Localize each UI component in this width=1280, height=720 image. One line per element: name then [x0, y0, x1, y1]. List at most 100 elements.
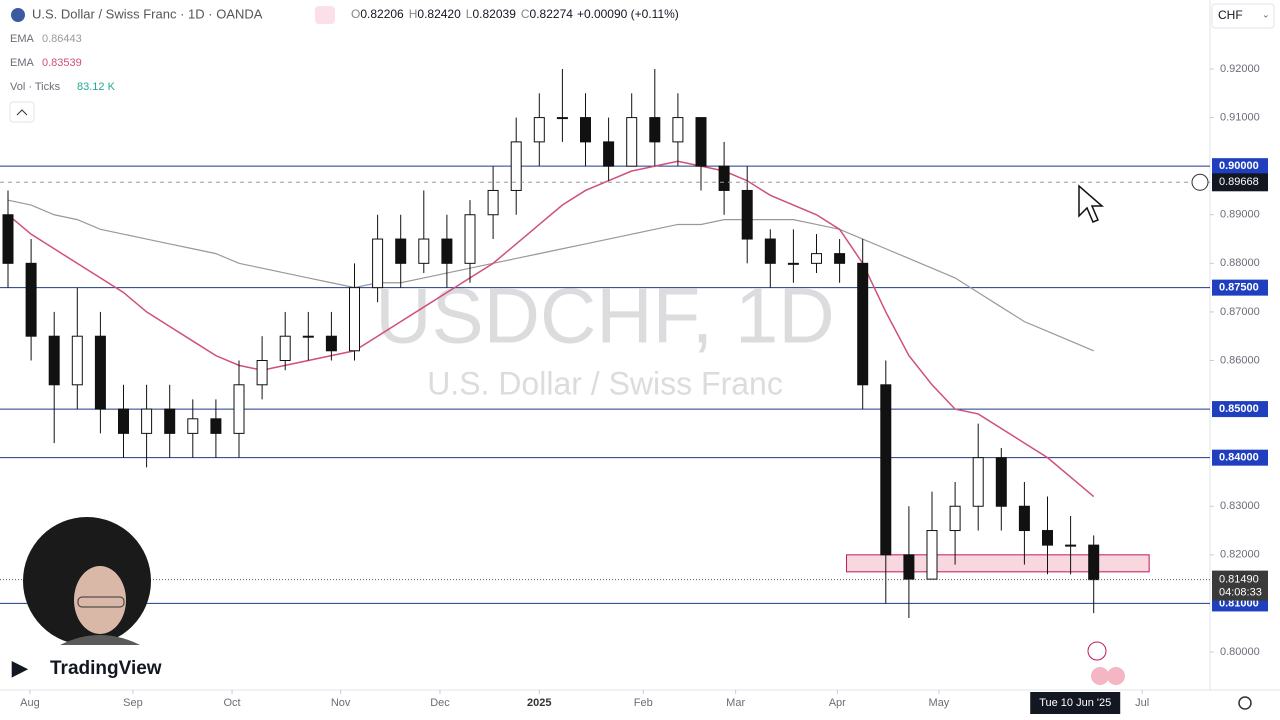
candle-body [464, 214, 476, 264]
candle-body [972, 457, 984, 507]
ema-line [7, 160, 1095, 498]
watermark-name: U.S. Dollar / Swiss Franc [427, 365, 783, 401]
crosshair-tag [1212, 173, 1268, 192]
candle-body [857, 262, 869, 386]
candle-body [995, 457, 1007, 507]
candle-body [811, 253, 822, 264]
candle-body [718, 165, 730, 191]
dropdown-arrow: ⌄ [1262, 9, 1270, 19]
countdown: 04:08:33 [1219, 587, 1262, 599]
candle-body [1065, 544, 1077, 547]
candle-body [580, 117, 591, 143]
h-label: H [409, 7, 418, 21]
high: 0.82420 [417, 7, 461, 21]
level-tag [1212, 279, 1268, 296]
candle-body [764, 238, 776, 264]
level-label: 0.84000 [1219, 452, 1259, 464]
x-tick-label: 2025 [527, 697, 551, 709]
level-label: 0.85000 [1219, 403, 1259, 415]
webcam-shirt [60, 635, 140, 645]
crosshair-date: Tue 10 Jun '25 [1039, 697, 1111, 709]
candle-body [1018, 505, 1030, 532]
x-tick-label: Feb [634, 697, 653, 709]
crosshair-add[interactable] [1191, 173, 1209, 191]
candle-body [325, 335, 337, 352]
legend-value: 0.86443 [42, 33, 82, 45]
indicator-icon[interactable] [315, 6, 335, 24]
candle-body [1088, 544, 1100, 581]
crosshair-date-tag [1030, 692, 1121, 714]
plot: 0.92000 0.91000 0.89000 0.88000 0.87000 0.860… [0, 63, 1268, 714]
candle-body [141, 408, 153, 434]
candle-body [372, 238, 384, 289]
x-tick-label: Aug [20, 697, 40, 709]
candle-body [349, 287, 360, 352]
level-label: 0.87500 [1219, 282, 1259, 294]
y-tick-label: 0.83000 [1220, 500, 1260, 512]
level-label: 0.90000 [1219, 160, 1259, 172]
candle-body [741, 189, 753, 240]
webcam-glasses [77, 596, 125, 608]
candle-body [418, 238, 430, 264]
event-icon[interactable] [1087, 641, 1107, 661]
crosshair-label: 0.89668 [1219, 176, 1259, 188]
candle-body [949, 505, 961, 532]
x-tick-label: Jul [1135, 697, 1149, 709]
open: 0.82206 [360, 7, 404, 21]
o-label: O [351, 7, 360, 21]
candle-body [787, 262, 799, 265]
y-tick-label: 0.82000 [1220, 549, 1260, 561]
candle-body [441, 238, 453, 264]
candle-body [25, 262, 37, 337]
symbol-title: U.S. Dollar / Swiss Franc · 1D · OANDA [32, 6, 263, 21]
candle-body [834, 253, 846, 264]
level-tag [1212, 158, 1268, 175]
y-tick-label: 0.86000 [1220, 354, 1260, 366]
candle-body [695, 117, 707, 167]
candle-body [71, 335, 83, 386]
event-flag[interactable] [1107, 667, 1125, 685]
candle-body [649, 117, 661, 143]
x-tick-label: Mar [726, 697, 745, 709]
event-flag[interactable] [1091, 667, 1109, 685]
legend-name: EMA [10, 57, 35, 69]
currency-select[interactable] [1211, 3, 1275, 29]
change: +0.00090 (+0.11%) [577, 7, 679, 21]
mouse-cursor [1078, 184, 1105, 223]
x-tick-label: Dec [430, 697, 450, 709]
candle-body [279, 335, 291, 362]
x-tick-label: Oct [224, 697, 241, 709]
y-tick-label: 0.91000 [1220, 111, 1260, 123]
candle-body [256, 360, 268, 386]
ohlc: O0.82206 H0.82420 L0.82039 C0.82274 +0.00090… [351, 7, 679, 21]
candle-body [302, 335, 314, 338]
level-tag [1212, 449, 1268, 466]
y-tick-label: 0.80000 [1220, 646, 1260, 658]
legend-value: 0.83539 [42, 57, 82, 69]
candle-body [533, 117, 545, 143]
collapse-button[interactable] [9, 101, 35, 123]
candle-body [164, 408, 176, 434]
candle-body [626, 117, 638, 167]
candle-body [1042, 530, 1053, 546]
level-tag [1212, 401, 1268, 418]
support-zone [846, 554, 1150, 573]
candle-body [903, 554, 915, 580]
candle-body [94, 335, 106, 410]
last-price-label: 0.81490 [1219, 574, 1259, 586]
watermark-symbol: USDCHF, 1D [375, 272, 834, 360]
candle-body [556, 117, 568, 120]
candle-body [672, 117, 684, 143]
volume-label: Vol · Ticks [10, 81, 61, 93]
candle-body [118, 408, 129, 434]
ema-line [7, 199, 1094, 352]
candle-body [395, 238, 407, 264]
low: 0.82039 [472, 7, 516, 21]
x-tick-label: Sep [123, 697, 143, 709]
candle-body [510, 141, 522, 191]
close: 0.82274 [530, 7, 574, 21]
candle-body [2, 214, 14, 264]
x-tick-label: May [929, 697, 950, 709]
settings-button[interactable] [1238, 696, 1252, 710]
